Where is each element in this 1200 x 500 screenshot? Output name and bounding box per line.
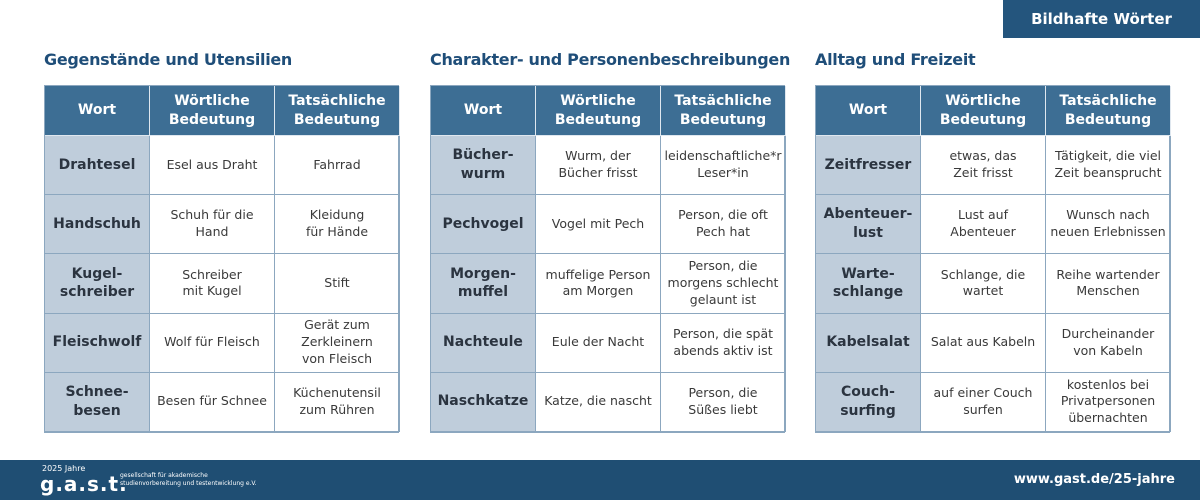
- table-cell: leidenschaftliche*r Leser*in: [661, 136, 786, 196]
- table-cell: Wurm, der Bücher frisst: [536, 136, 661, 196]
- table-cell: Eule der Nacht: [536, 313, 661, 373]
- table: Wort Wörtliche Bedeutung Tatsächliche Bede…: [815, 85, 1171, 433]
- table-cell: Person, die oft Pech hat: [661, 195, 786, 255]
- column-header: Tatsächliche Bedeutung: [1046, 86, 1171, 136]
- table-cell: muffelige Person am Morgen: [536, 254, 661, 314]
- table-cell: Person, die morgens schlecht gelaunt ist: [661, 254, 786, 314]
- table-cell: Durcheinander von Kabeln: [1046, 313, 1171, 373]
- table-cell: Person, die Süßes liebt: [661, 372, 786, 432]
- word-cell: Fleischwolf: [45, 313, 150, 373]
- table-cell: Lust auf Abenteuer: [921, 195, 1046, 255]
- section-title: Charakter- und Personenbeschreibungen: [430, 50, 791, 69]
- column-header: Wort: [431, 86, 536, 136]
- table-cell: Küchenutensil zum Rühren: [275, 372, 400, 432]
- word-cell: Schnee- besen: [45, 372, 150, 432]
- table-cell: Reihe wartender Menschen: [1046, 254, 1171, 314]
- column-header: Wörtliche Bedeutung: [536, 86, 661, 136]
- column-header: Tatsächliche Bedeutung: [275, 86, 400, 136]
- word-cell: Bücher- wurm: [431, 136, 536, 196]
- word-cell: Pechvogel: [431, 195, 536, 255]
- footer: 2025 Jahre g.a.s.t. gesellschaft für aka…: [0, 460, 1200, 500]
- section-title: Alltag und Freizeit: [815, 50, 976, 69]
- table-cell: Schreiber mit Kugel: [150, 254, 275, 314]
- word-cell: Zeitfresser: [816, 136, 921, 196]
- table-cell: kostenlos bei Privatpersonen übernachten: [1046, 372, 1171, 432]
- word-cell: Naschkatze: [431, 372, 536, 432]
- word-cell: Kugel- schreiber: [45, 254, 150, 314]
- table-cell: auf einer Couch surfen: [921, 372, 1046, 432]
- table-cell: Stift: [275, 254, 400, 314]
- column-header: Wörtliche Bedeutung: [921, 86, 1046, 136]
- table-cell: Wunsch nach neuen Erlebnissen: [1046, 195, 1171, 255]
- column-header: Wörtliche Bedeutung: [150, 86, 275, 136]
- table-cell: Kleidung für Hände: [275, 195, 400, 255]
- table-cell: Schuh für die Hand: [150, 195, 275, 255]
- table-cell: Schlange, die wartet: [921, 254, 1046, 314]
- table-cell: Vogel mit Pech: [536, 195, 661, 255]
- table-cell: Esel aus Draht: [150, 136, 275, 196]
- table-cell: Tätigkeit, die viel Zeit beansprucht: [1046, 136, 1171, 196]
- footer-url[interactable]: www.gast.de/25-jahre: [1013, 472, 1175, 487]
- table-cell: Salat aus Kabeln: [921, 313, 1046, 373]
- table-cell: Gerät zum Zerkleinern von Fleisch: [275, 313, 400, 373]
- word-cell: Nachteule: [431, 313, 536, 373]
- word-cell: Kabelsalat: [816, 313, 921, 373]
- column-header: Tatsächliche Bedeutung: [661, 86, 786, 136]
- section-title: Gegenstände und Utensilien: [44, 50, 293, 69]
- section: Gegenstände und Utensilien Wort Wörtliche …: [44, 50, 400, 433]
- word-cell: Abenteuer- lust: [816, 195, 921, 255]
- word-cell: Handschuh: [45, 195, 150, 255]
- table-cell: Fahrrad: [275, 136, 400, 196]
- logo-years: 2025 Jahre: [42, 464, 86, 473]
- header-tab: Bildhafte Wörter: [1003, 0, 1200, 38]
- logo-text: gesellschaft für akademische studienvorb…: [120, 472, 257, 487]
- table-cell: Besen für Schnee: [150, 372, 275, 432]
- word-cell: Drahtesel: [45, 136, 150, 196]
- column-header: Wort: [45, 86, 150, 136]
- column-header: Wort: [816, 86, 921, 136]
- table-cell: Wolf für Fleisch: [150, 313, 275, 373]
- table-cell: Person, die spät abends aktiv ist: [661, 313, 786, 373]
- table: Wort Wörtliche Bedeutung Tatsächliche Bede…: [44, 85, 400, 433]
- word-cell: Couch- surfing: [816, 372, 921, 432]
- word-cell: Morgen- muffel: [431, 254, 536, 314]
- table: Wort Wörtliche Bedeutung Tatsächliche Bede…: [430, 85, 786, 433]
- word-cell: Warte- schlange: [816, 254, 921, 314]
- section: Charakter- und Personenbeschreibungen Wor…: [430, 50, 791, 433]
- table-cell: etwas, das Zeit frisst: [921, 136, 1046, 196]
- section: Alltag und Freizeit Wort Wörtliche Bedeutu…: [815, 50, 1171, 433]
- logo: g.a.s.t.: [40, 472, 128, 496]
- table-cell: Katze, die nascht: [536, 372, 661, 432]
